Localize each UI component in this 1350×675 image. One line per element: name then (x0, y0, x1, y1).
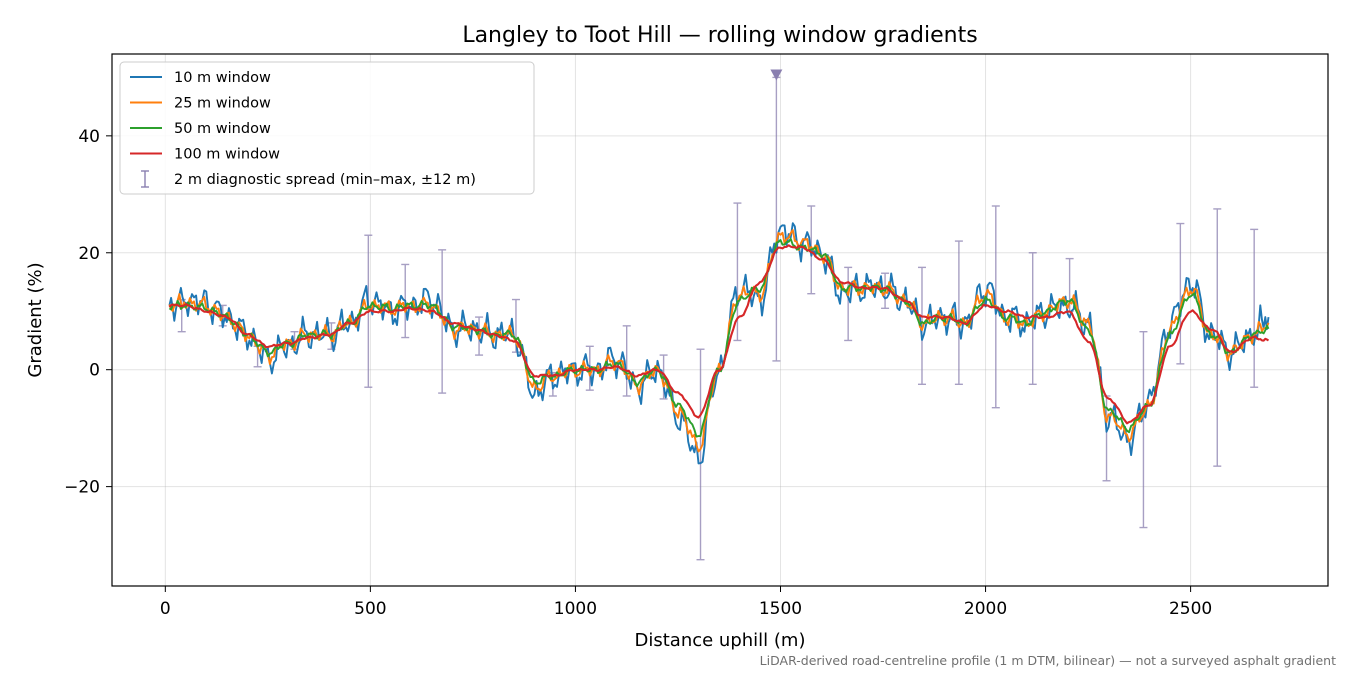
x-tick-label-1: 500 (354, 599, 386, 619)
clipped-markers (770, 69, 783, 81)
y-tick-label-2: 20 (78, 244, 100, 264)
legend-label-3: 100 m window (174, 147, 280, 163)
y-tick-label-0: −20 (64, 478, 100, 498)
x-axis-label: Distance uphill (m) (635, 630, 806, 651)
error-bar-18 (844, 266, 853, 342)
error-bar-14 (696, 348, 705, 561)
x-axis-ticks: 0 500 1000 1500 2000 2500 (160, 586, 1212, 619)
x-tick-label-3: 1500 (759, 599, 802, 619)
series-line-100m (168, 244, 1270, 425)
plot-frame (111, 53, 1329, 587)
legend-label-1: 25 m window (174, 96, 271, 112)
error-bar-29 (1250, 228, 1259, 388)
footnote: LiDAR-derived road-centreline profile (1… (760, 653, 1336, 668)
legend: 10 m window 25 m window 50 m window 100 m w… (119, 61, 535, 195)
legend-label-2: 50 m window (174, 121, 271, 137)
legend-label-0: 10 m window (174, 70, 271, 86)
clipped-marker-triangle (770, 69, 783, 81)
chart-title: Langley to Toot Hill — rolling window gr… (462, 23, 977, 48)
x-tick-label-5: 2500 (1169, 599, 1212, 619)
error-bar-12 (622, 325, 631, 397)
series-lines (168, 222, 1270, 465)
series-line-25m (168, 229, 1270, 453)
error-bar-27 (1176, 222, 1185, 365)
error-bar-7 (438, 249, 447, 394)
grid (112, 54, 1328, 586)
x-tick-label-2: 1000 (554, 599, 597, 619)
legend-label-4: 2 m diagnostic spread (min–max, ±12 m) (174, 172, 476, 188)
x-tick-label-4: 2000 (964, 599, 1007, 619)
legend-box (119, 61, 535, 195)
error-bar-26 (1139, 330, 1148, 529)
y-tick-label-3: 40 (78, 127, 100, 147)
error-bar-20 (917, 266, 926, 386)
legend-swatch-4 (141, 170, 149, 188)
error-bar-21 (954, 240, 963, 386)
y-axis-label: Gradient (%) (25, 262, 46, 377)
x-tick-label-0: 0 (160, 599, 171, 619)
y-axis-ticks: −20 0 20 40 (64, 127, 112, 498)
y-tick-label-1: 0 (89, 361, 100, 381)
